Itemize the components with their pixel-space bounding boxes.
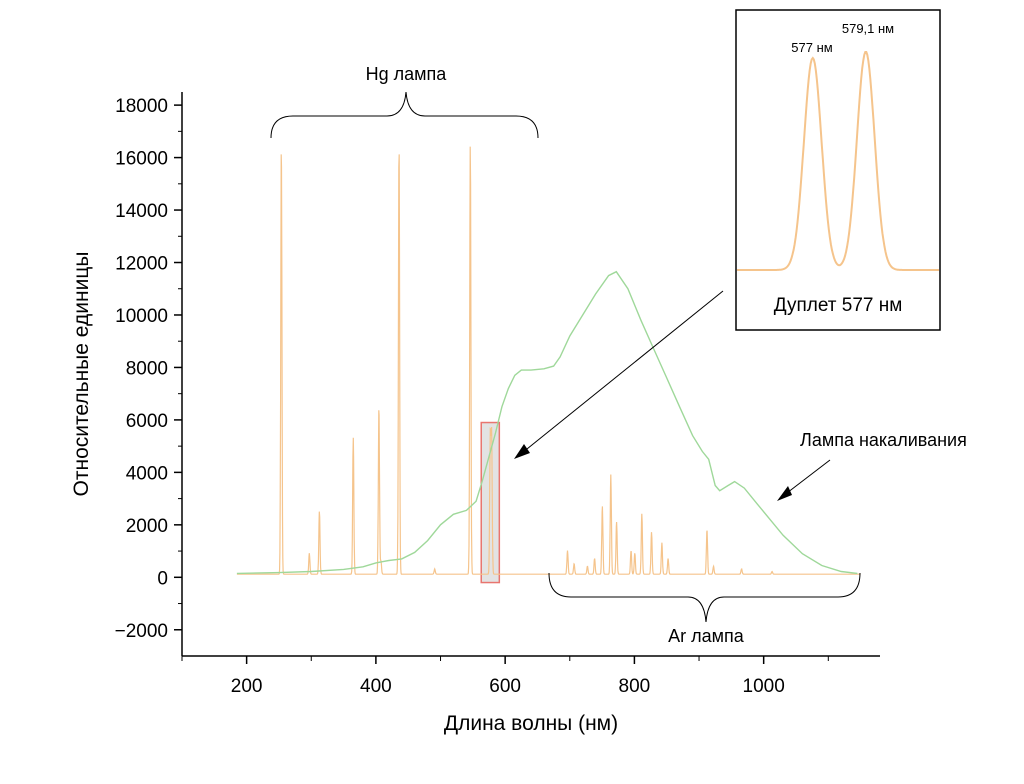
y-tick-label: 8000 xyxy=(126,358,168,379)
y-tick-label: 14000 xyxy=(115,201,168,222)
hg-lamp-label: Hg лампа xyxy=(366,64,448,84)
series-incandescent-lamp xyxy=(236,270,858,575)
y-tick-label: 16000 xyxy=(115,149,168,170)
y-tick-label: 2000 xyxy=(126,516,168,537)
x-tick-label: 800 xyxy=(619,676,651,697)
inset-frame xyxy=(735,9,941,331)
hg-bracket xyxy=(270,91,539,139)
inset: 577 нм 579,1 нм Дуплет 577 нм xyxy=(735,9,941,331)
y-ticks: −2000 0 2000 4000 6000 8000 10000 12000 14000 160… xyxy=(115,96,182,642)
inset-title: Дуплет 577 нм xyxy=(774,295,903,316)
y-tick-label: 0 xyxy=(157,568,168,589)
y-tick-label: 10000 xyxy=(115,306,168,327)
y-tick-label: 18000 xyxy=(115,96,168,117)
x-tick-label: 200 xyxy=(231,676,263,697)
x-axis-title: Длина волны (нм) xyxy=(444,712,618,735)
inset-peak2-label: 579,1 нм xyxy=(842,21,894,36)
x-tick-label: 600 xyxy=(489,676,521,697)
inset-peak1-label: 577 нм xyxy=(791,40,832,55)
y-tick-label: 12000 xyxy=(115,254,168,275)
lamp-label: Лампа накаливания xyxy=(800,430,967,450)
y-axis-title: Относительные единицы xyxy=(70,252,93,497)
ar-bracket xyxy=(548,572,861,623)
ar-lamp-label: Ar лампа xyxy=(668,626,745,646)
x-tick-label: 1000 xyxy=(743,676,785,697)
inset-curve xyxy=(737,51,939,271)
y-tick-label: −2000 xyxy=(115,621,168,642)
x-ticks: 200 400 600 800 1000 xyxy=(181,656,829,697)
y-tick-label: 4000 xyxy=(126,463,168,484)
y-tick-label: 6000 xyxy=(126,411,168,432)
inset-arrowhead xyxy=(514,444,530,459)
highlight-box xyxy=(480,421,501,584)
x-tick-label: 400 xyxy=(360,676,392,697)
inset-arrow xyxy=(521,290,724,454)
lamp-arrow xyxy=(782,459,831,497)
lamp-arrowhead xyxy=(777,486,792,501)
